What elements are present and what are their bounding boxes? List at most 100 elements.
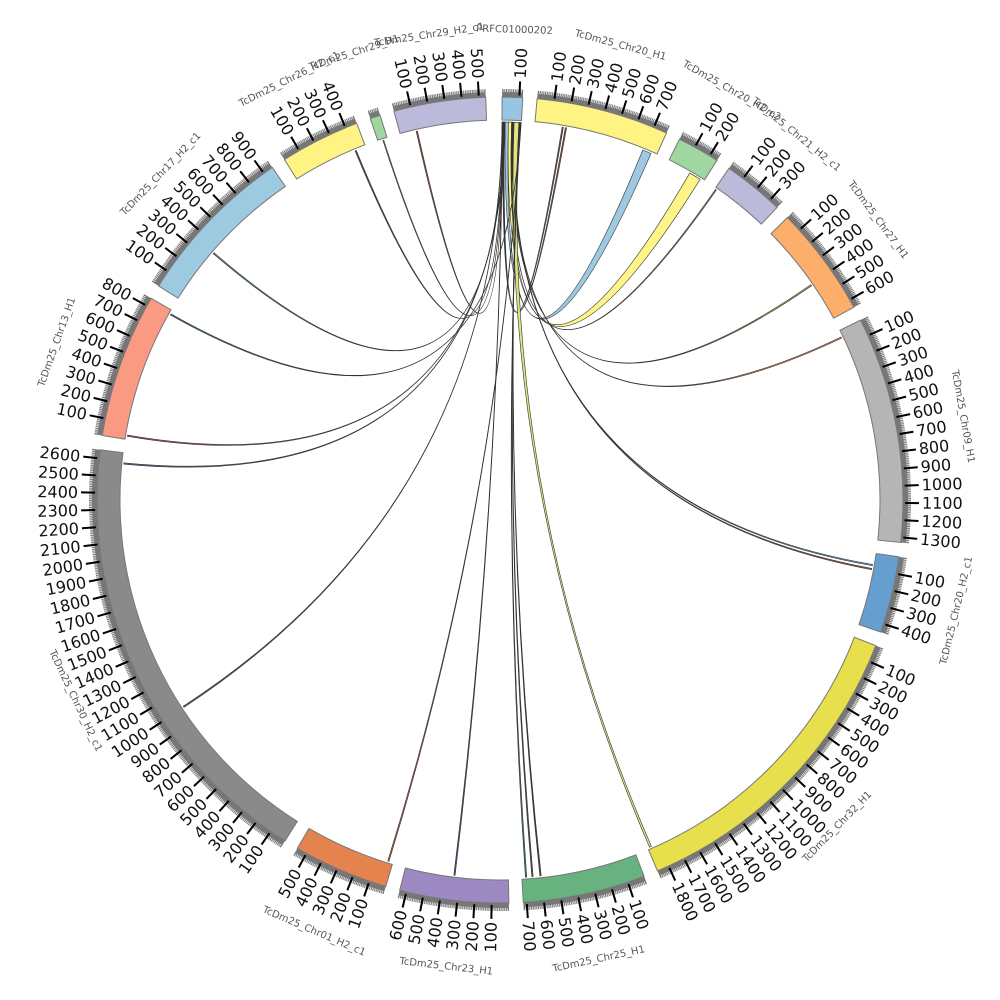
minor-tick: [834, 733, 838, 736]
minor-tick: [894, 604, 898, 607]
link-ribbon: [504, 121, 652, 320]
minor-tick: [815, 239, 819, 242]
minor-tick: [900, 420, 904, 422]
minor-tick: [804, 771, 807, 775]
minor-tick: [751, 820, 755, 824]
chromosome-TcDm25_Chr26_H2_c1: [280, 112, 366, 180]
minor-tick: [103, 392, 107, 395]
minor-tick: [813, 760, 817, 764]
minor-tick: [175, 246, 179, 250]
minor-tick: [687, 861, 690, 866]
minor-tick: [887, 628, 891, 631]
major-tick: [406, 91, 412, 106]
minor-tick: [140, 698, 144, 701]
minor-tick: [624, 888, 626, 892]
minor-tick: [117, 347, 122, 350]
minor-tick: [711, 848, 715, 852]
minor-tick: [282, 150, 286, 154]
minor-tick: [118, 650, 122, 653]
minor-tick: [741, 168, 744, 172]
minor-tick: [417, 97, 419, 101]
major-tick: [313, 862, 322, 877]
minor-tick: [98, 585, 102, 588]
minor-tick: [141, 699, 145, 702]
tick-label: 1100: [922, 494, 963, 513]
minor-tick: [747, 823, 751, 827]
tick-label: 700: [915, 417, 948, 441]
minor-tick: [427, 95, 429, 99]
minor-tick: [410, 98, 412, 102]
minor-tick: [882, 357, 886, 360]
minor-tick: [568, 902, 570, 906]
chromosome-TcDm25_Chr20_H2_c1: [858, 553, 913, 635]
minor-tick: [236, 183, 240, 187]
minor-tick: [128, 674, 132, 677]
minor-tick: [689, 861, 692, 865]
tick-label: 300: [443, 919, 465, 951]
minor-tick: [319, 866, 322, 870]
minor-tick: [875, 658, 879, 661]
ideogram-block: [715, 167, 778, 225]
minor-tick: [815, 758, 819, 761]
minor-tick: [779, 796, 783, 800]
minor-tick: [879, 349, 883, 352]
minor-tick: [690, 860, 693, 864]
minor-tick: [859, 691, 863, 694]
minor-tick: [836, 730, 840, 733]
tick-label: 100: [511, 48, 531, 79]
minor-tick: [837, 268, 841, 271]
minor-tick: [166, 259, 170, 262]
minor-tick: [114, 357, 118, 360]
minor-tick: [755, 179, 758, 183]
major-tick: [870, 661, 885, 669]
link-ribbon: [127, 121, 506, 446]
minor-tick: [827, 743, 831, 746]
major-tick: [297, 854, 307, 868]
major-tick: [897, 573, 913, 578]
minor-tick: [889, 620, 893, 622]
major-tick: [577, 897, 583, 912]
minor-tick: [107, 621, 111, 623]
minor-tick: [350, 116, 353, 121]
tick-label: 400: [447, 49, 469, 81]
minor-tick: [660, 874, 663, 878]
minor-tick: [848, 286, 852, 289]
minor-tick: [615, 105, 618, 110]
minor-tick: [619, 106, 621, 111]
minor-tick: [192, 770, 196, 774]
minor-tick: [396, 102, 399, 106]
major-tick: [560, 900, 565, 915]
minor-tick: [841, 275, 845, 279]
minor-tick: [103, 606, 107, 608]
minor-tick: [798, 777, 801, 781]
minor-tick: [157, 724, 161, 728]
minor-tick: [614, 105, 616, 109]
minor-tick: [215, 794, 219, 798]
minor-tick: [144, 704, 148, 707]
minor-tick: [821, 247, 825, 250]
minor-tick: [180, 241, 183, 244]
minor-tick: [707, 850, 710, 854]
minor-tick: [120, 655, 124, 658]
minor-tick: [885, 631, 890, 634]
minor-tick: [897, 589, 901, 592]
minor-tick: [126, 670, 130, 673]
minor-tick: [411, 98, 414, 102]
minor-tick: [106, 617, 110, 620]
minor-tick: [333, 123, 336, 127]
minor-tick: [242, 179, 245, 183]
minor-tick: [308, 135, 311, 139]
minor-tick: [581, 899, 584, 903]
minor-tick: [108, 624, 112, 627]
major-tick: [782, 789, 794, 801]
minor-tick: [348, 879, 351, 883]
minor-tick: [901, 429, 905, 431]
minor-tick: [208, 209, 211, 213]
minor-tick: [624, 108, 626, 112]
tick-label: 500: [554, 916, 577, 949]
major-tick: [159, 735, 172, 746]
minor-tick: [309, 861, 313, 865]
link-ribbon: [123, 121, 506, 468]
minor-tick: [874, 661, 878, 664]
minor-tick: [676, 867, 679, 871]
